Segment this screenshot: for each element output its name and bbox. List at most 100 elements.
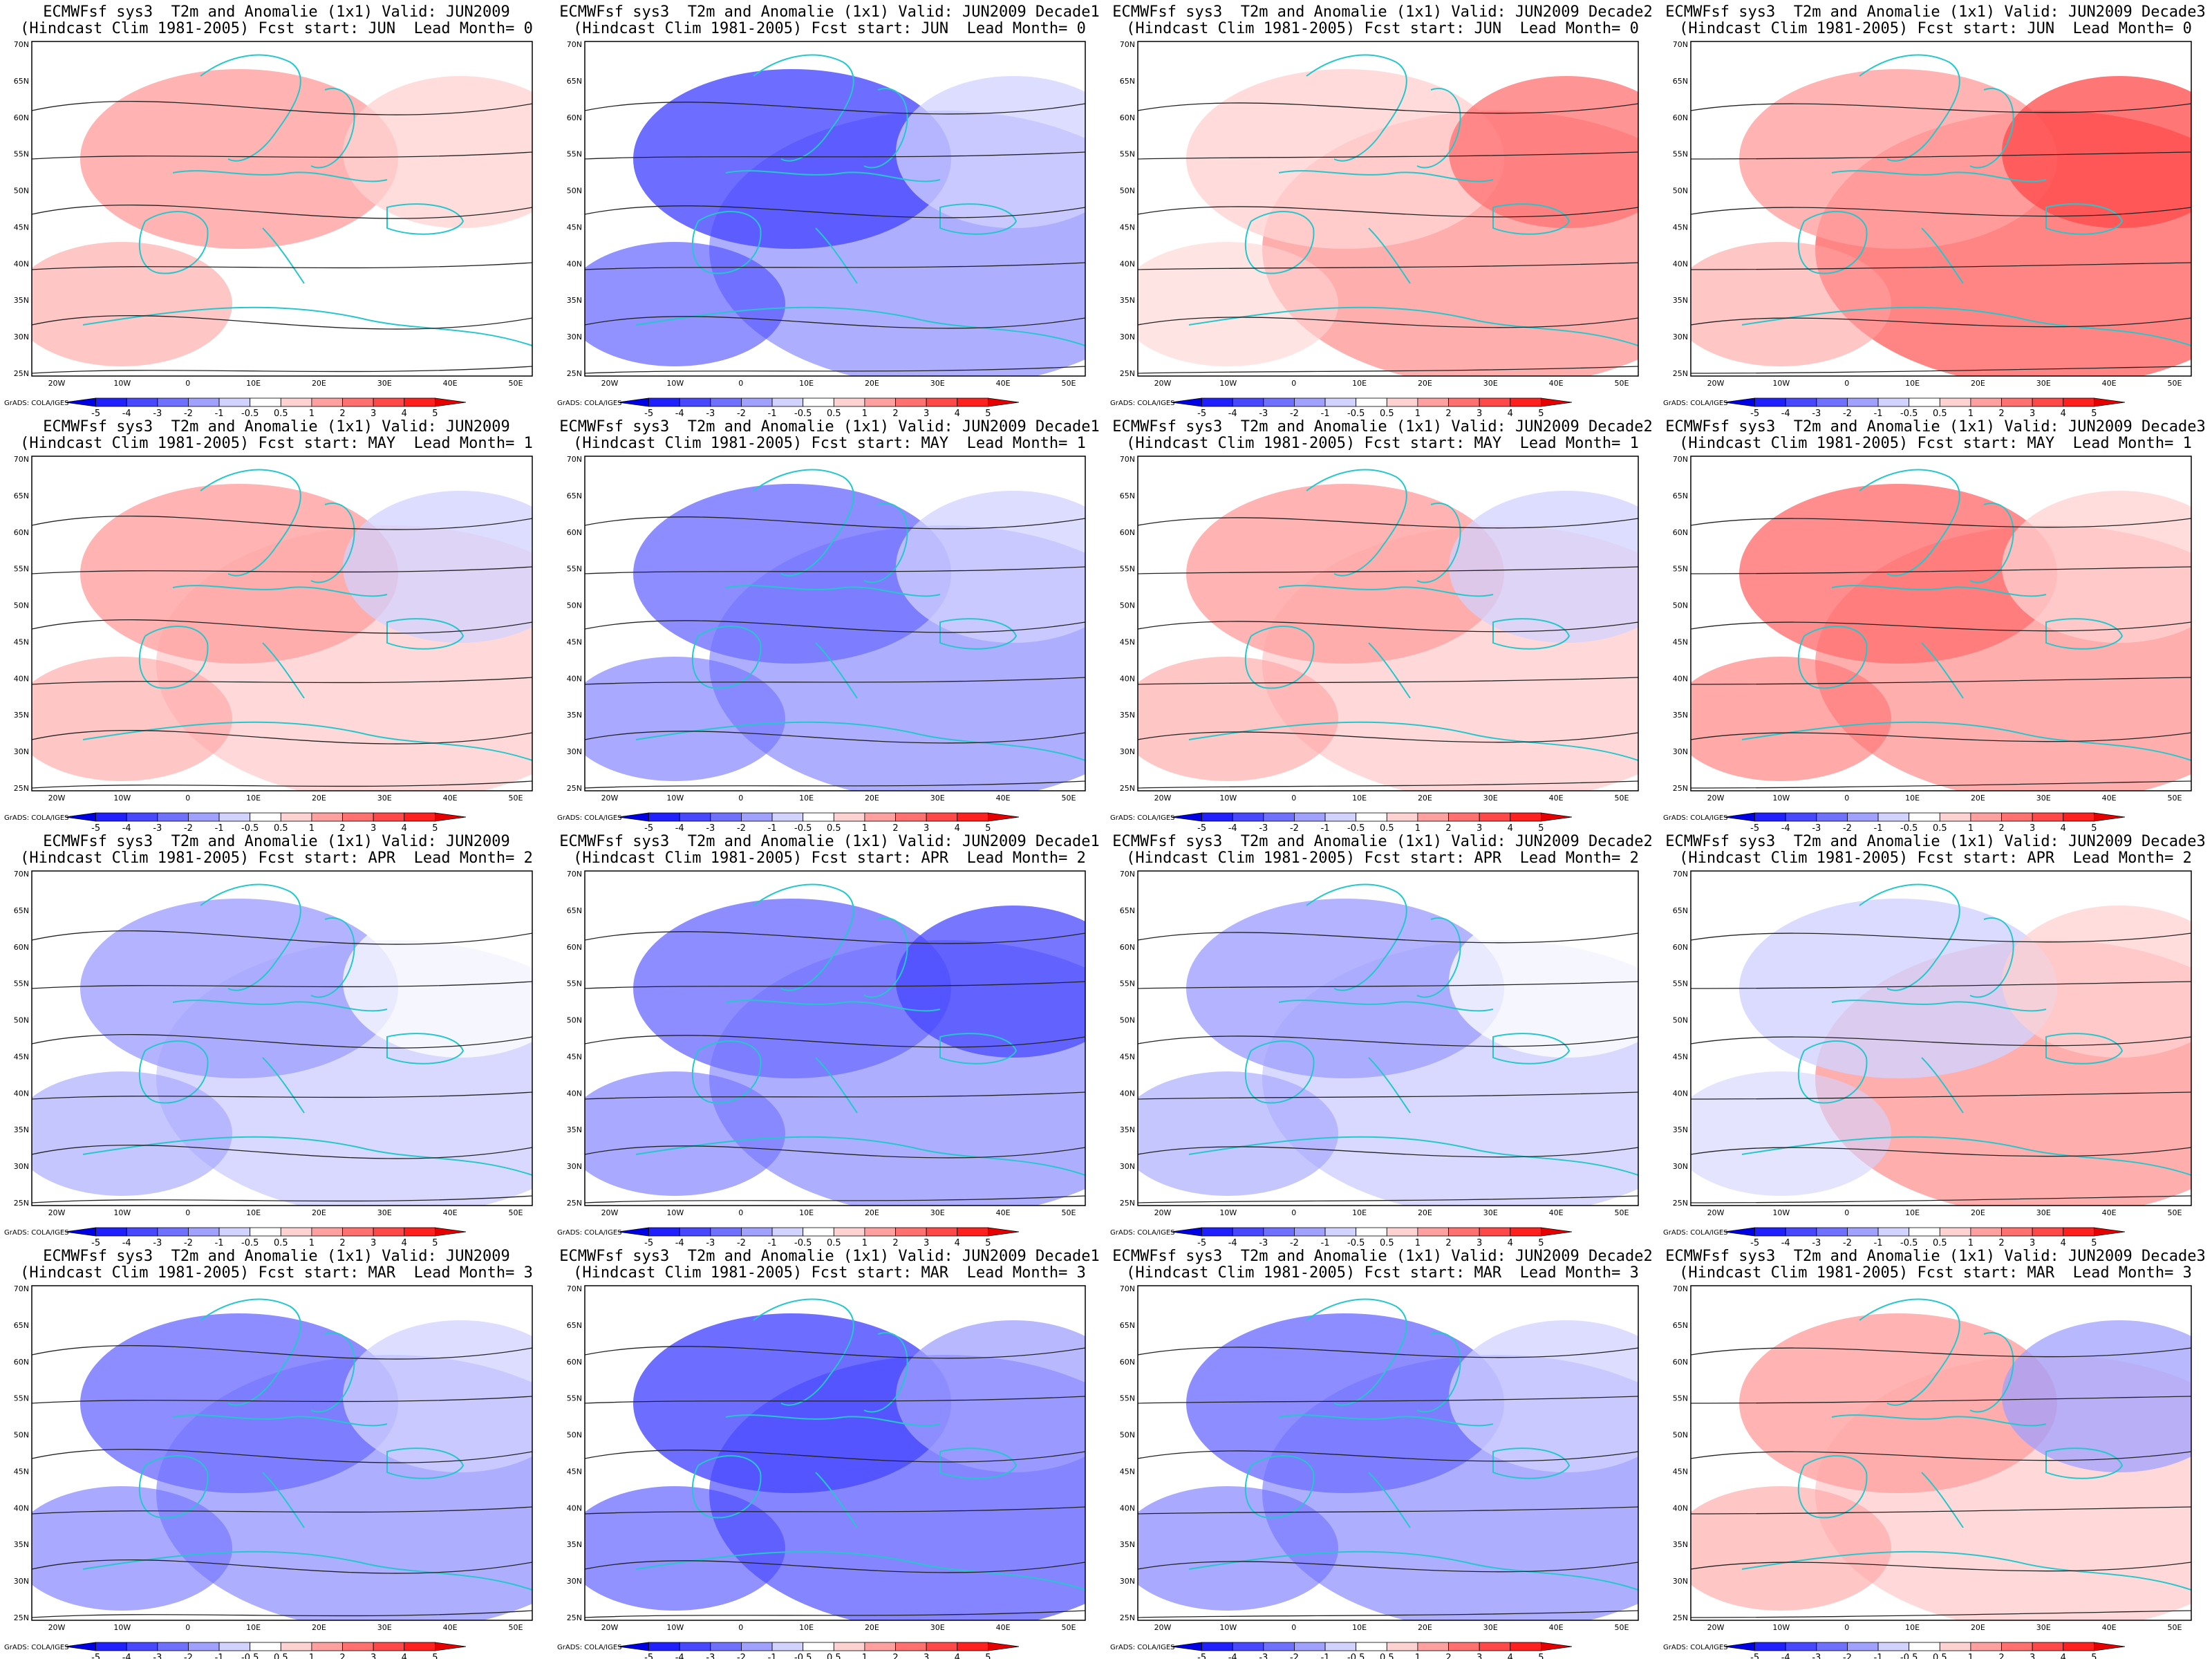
colorbar-tick-label: -4 <box>1228 409 1237 419</box>
lat-tick-label: 40N <box>567 259 582 268</box>
colorbar-swatch <box>987 812 1020 822</box>
grads-credit: GrADS: COLA/IGES <box>1110 1229 1175 1237</box>
grads-credit: GrADS: COLA/IGES <box>1110 1644 1175 1651</box>
temperature-contours <box>1691 518 2191 789</box>
colorbar-tick-label: -1 <box>768 1238 777 1248</box>
panel-subtitle: (Hindcast Clim 1981-2005) Fcst start: JU… <box>1679 20 2192 37</box>
lat-tick-label: 25N <box>14 784 29 793</box>
anomaly-region <box>343 491 532 643</box>
panel-subtitle: (Hindcast Clim 1981-2005) Fcst start: MA… <box>573 435 1086 452</box>
lat-tick-label: 45N <box>567 1467 582 1476</box>
lat-tick-label: 30N <box>1120 747 1135 756</box>
colorbar-tick-label: 5 <box>2091 1238 2097 1248</box>
colorbar-tick-label: -1 <box>1321 1238 1330 1248</box>
colorbar-swatch <box>648 812 680 822</box>
colorbar-swatch <box>1448 397 1480 407</box>
lon-tick-label: 20E <box>865 379 879 388</box>
anomaly-map: 70N 65N 60N 55N 50N 45N 40N 35N 30N 25N 20W 10W 0 10E… <box>1663 455 2192 834</box>
panel-title: ECMWFsf sys3 T2m and Anomalie (1x1) Vali… <box>43 1248 510 1265</box>
temperature-contours <box>585 516 1085 789</box>
lat-tick-label: 60N <box>1673 943 1688 952</box>
lon-tick-label: 0 <box>1844 1623 1849 1632</box>
lat-tick-label: 60N <box>1673 1358 1688 1367</box>
grads-credit: GrADS: COLA/IGES <box>1663 1644 1728 1651</box>
lon-tick-label: 30E <box>377 1623 392 1632</box>
colorbar-tick-label: -3 <box>1812 1238 1821 1248</box>
lon-tick-label: 40E <box>443 794 458 803</box>
colorbar-tick-label: 3 <box>2030 1238 2035 1248</box>
colorbar-swatch <box>1816 397 1848 407</box>
lat-tick-label: 35N <box>1120 1125 1135 1134</box>
lat-tick-label: 60N <box>567 113 582 122</box>
lon-tick-label: 10E <box>799 794 814 803</box>
colorbar <box>64 1227 467 1237</box>
colorbar-tick-label: -0.5 <box>794 409 812 419</box>
colorbar-tick-label: -4 <box>1228 1653 1237 1659</box>
anomaly-region <box>2002 76 2191 228</box>
colorbar-tick-label: -4 <box>1228 1238 1237 1248</box>
colorbar-swatch <box>1263 812 1295 822</box>
lat-tick-label: 30N <box>14 1162 29 1171</box>
lon-tick-label: 10W <box>666 1623 684 1632</box>
lon-tick-label: 50E <box>1062 379 1076 388</box>
lon-tick-label: 0 <box>738 794 743 803</box>
colorbar <box>617 1227 1020 1237</box>
panel-subtitle: (Hindcast Clim 1981-2005) Fcst start: AP… <box>20 850 533 867</box>
colorbar-swatch <box>2001 1227 2033 1237</box>
panel-title: ECMWFsf sys3 T2m and Anomalie (1x1) Vali… <box>1665 3 2206 21</box>
colorbar-swatch <box>1723 1642 1756 1651</box>
map-frame <box>1690 870 2192 1206</box>
lon-tick-label: 40E <box>443 379 458 388</box>
lat-tick-label: 30N <box>1673 1162 1688 1171</box>
map-frame <box>1690 456 2192 791</box>
lat-tick-label: 60N <box>1120 943 1135 952</box>
colorbar-tick-label: 1 <box>862 1238 868 1248</box>
lon-tick-label: 30E <box>377 379 392 388</box>
colorbar-swatch <box>1939 1642 1971 1651</box>
coastlines <box>635 54 1085 346</box>
lat-tick-label: 40N <box>1120 1503 1135 1512</box>
lat-tick-label: 35N <box>567 1125 582 1134</box>
lat-tick-label: 50N <box>567 1431 582 1440</box>
lon-tick-label: 10W <box>1219 379 1237 388</box>
colorbar-swatch <box>648 1642 680 1651</box>
colorbar-swatch <box>1201 1227 1233 1237</box>
colorbar-swatch <box>342 397 374 407</box>
lat-tick-label: 40N <box>1120 674 1135 683</box>
colorbar-tick-label: 2 <box>1998 823 2004 834</box>
colorbar-swatch <box>1324 812 1357 822</box>
colorbar-tick-label: 4 <box>402 409 407 419</box>
lat-tick-label: 55N <box>1120 980 1135 988</box>
colorbar-tick-label: -5 <box>1750 823 1759 834</box>
colorbar-tick-label: 5 <box>985 1653 991 1659</box>
colorbar-swatch <box>741 1642 773 1651</box>
colorbar-swatch <box>311 812 343 822</box>
colorbar-tick-label: 5 <box>432 823 438 834</box>
colorbar-swatch <box>1232 1227 1264 1237</box>
colorbar-tick-label: -3 <box>1259 1653 1268 1659</box>
map-frame <box>584 41 1086 377</box>
grads-credit: GrADS: COLA/IGES <box>1663 1229 1728 1237</box>
colorbar-swatch <box>1324 1642 1357 1651</box>
colorbar-swatch <box>833 1642 865 1651</box>
lon-tick-label: 40E <box>996 1208 1011 1217</box>
panel-subtitle: (Hindcast Clim 1981-2005) Fcst start: MA… <box>1679 435 2192 452</box>
colorbar-tick-label: -4 <box>675 409 684 419</box>
map-panel: ECMWFsf sys3 T2m and Anomalie (1x1) Vali… <box>553 830 1106 1249</box>
colorbar-swatch <box>957 397 988 407</box>
lon-tick-label: 20E <box>865 794 879 803</box>
colorbar-tick-label: 0.5 <box>1380 1653 1394 1659</box>
colorbar-tick-label: -1 <box>1321 409 1330 419</box>
colorbar-swatch <box>864 1642 896 1651</box>
lat-tick-label: 30N <box>1120 332 1135 341</box>
anomaly-region <box>633 69 951 249</box>
lat-tick-label: 35N <box>14 1540 29 1549</box>
colorbar-tick-label: 1 <box>1415 1653 1421 1659</box>
lat-tick-label: 60N <box>567 528 582 537</box>
colorbar-swatch <box>1540 1642 1573 1651</box>
panel-subtitle: (Hindcast Clim 1981-2005) Fcst start: MA… <box>1126 435 1639 452</box>
anomaly-map: 70N 65N 60N 55N 50N 45N 40N 35N 30N 25N 20W 10W 0 10E… <box>1663 870 2192 1248</box>
lon-tick-label: 30E <box>1483 794 1498 803</box>
colorbar-swatch <box>1170 1227 1203 1237</box>
colorbar-tick-label: -2 <box>184 823 193 834</box>
